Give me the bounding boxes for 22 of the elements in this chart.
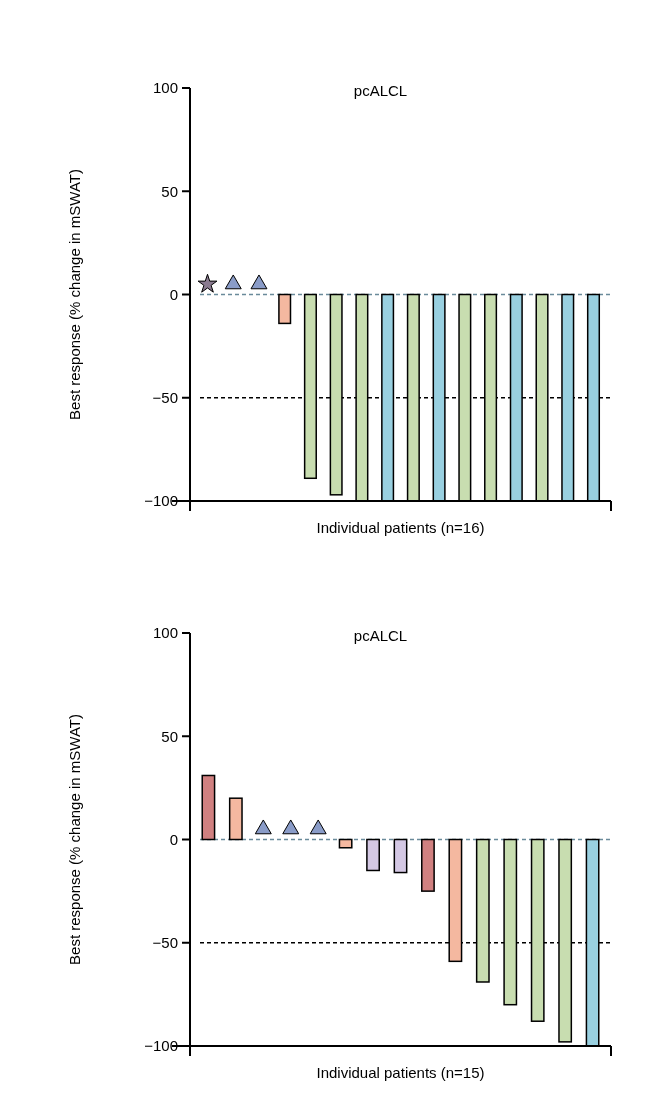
x-axis-title: Individual patients (n=16) — [316, 519, 485, 536]
bar — [421, 838, 435, 892]
y-axis-title: Best response (% change in mSWAT) — [66, 169, 83, 420]
y-tick-label: 100 — [152, 624, 178, 642]
y-tick-label: 0 — [169, 830, 178, 848]
bar — [338, 838, 353, 849]
y-tick-label: −100 — [144, 1037, 178, 1055]
y-tick-label: 0 — [169, 285, 178, 303]
y-axis-title: Best response (% change in mSWAT) — [66, 714, 83, 965]
y-tick-label: −50 — [152, 934, 178, 951]
y-tick-label: −50 — [152, 389, 178, 406]
y-tick-label: 50 — [161, 727, 178, 745]
y-tick-label: 50 — [161, 182, 178, 200]
bar — [366, 838, 380, 872]
y-tick-label: −100 — [144, 492, 178, 510]
bar — [393, 838, 408, 874]
chart-title: pcALCL — [353, 627, 408, 644]
bar — [201, 774, 216, 841]
y-tick-label: 100 — [152, 79, 178, 97]
chart-title: pcALCL — [353, 82, 408, 99]
x-axis-title: Individual patients (n=15) — [316, 1064, 485, 1081]
bar — [228, 797, 243, 841]
